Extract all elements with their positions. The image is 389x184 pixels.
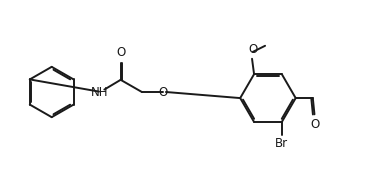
- Text: O: O: [248, 43, 258, 56]
- Text: O: O: [116, 46, 125, 59]
- Text: O: O: [158, 86, 168, 98]
- Text: Br: Br: [275, 137, 288, 150]
- Text: NH: NH: [91, 86, 108, 98]
- Text: O: O: [311, 118, 320, 131]
